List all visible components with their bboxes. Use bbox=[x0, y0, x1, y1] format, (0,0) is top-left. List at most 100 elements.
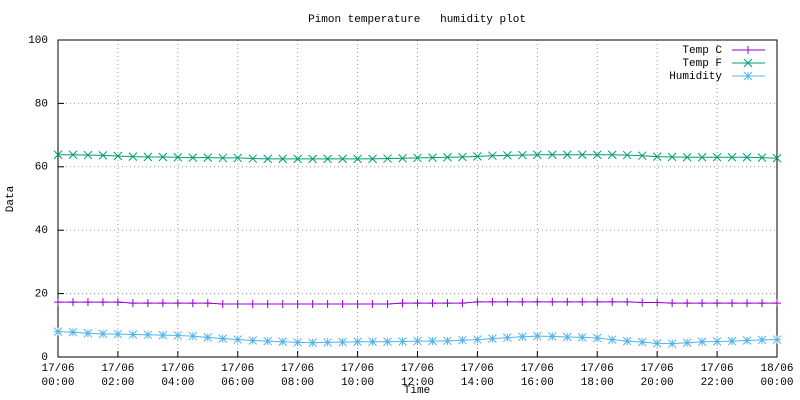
data-point bbox=[577, 332, 587, 342]
data-point bbox=[203, 299, 212, 308]
data-point bbox=[503, 333, 512, 343]
data-point bbox=[188, 331, 198, 341]
y-tick-label: 40 bbox=[35, 225, 48, 237]
data-point bbox=[233, 300, 242, 309]
x-tick-label: 17/06 12:00 bbox=[400, 363, 434, 389]
legend-label: Temp C bbox=[682, 45, 722, 57]
data-point bbox=[562, 332, 572, 342]
x-tick-label: 17/06 22:00 bbox=[700, 363, 734, 389]
data-point bbox=[203, 332, 213, 342]
x-tick-label: 17/06 04:00 bbox=[161, 363, 195, 389]
data-point bbox=[712, 152, 722, 162]
data-point bbox=[638, 298, 647, 307]
data-point bbox=[697, 337, 707, 347]
y-axis-label: Data bbox=[5, 185, 17, 212]
data-point bbox=[503, 151, 512, 160]
data-point bbox=[278, 337, 288, 347]
data-point bbox=[428, 299, 437, 308]
y-tick-label: 80 bbox=[35, 98, 48, 110]
data-point bbox=[293, 338, 303, 347]
data-point bbox=[428, 153, 437, 162]
x-tick-label: 17/06 10:00 bbox=[341, 363, 375, 389]
x-tick-label: 17/06 18:00 bbox=[580, 363, 614, 389]
data-point bbox=[68, 298, 77, 307]
data-point bbox=[473, 151, 482, 161]
data-point bbox=[652, 339, 662, 348]
data-point bbox=[758, 299, 767, 308]
data-point bbox=[398, 153, 407, 163]
data-point bbox=[98, 329, 108, 339]
data-point bbox=[533, 297, 542, 306]
data-point bbox=[458, 152, 467, 162]
data-point bbox=[563, 297, 572, 306]
data-point bbox=[158, 330, 168, 340]
data-point bbox=[622, 150, 632, 160]
y-tick-label: 60 bbox=[35, 162, 48, 174]
data-point bbox=[54, 298, 62, 307]
data-point bbox=[518, 150, 527, 160]
data-point bbox=[113, 298, 122, 307]
data-point bbox=[173, 331, 183, 340]
data-point bbox=[263, 300, 272, 309]
data-point bbox=[608, 297, 617, 306]
x-tick-label: 17/06 14:00 bbox=[460, 363, 494, 389]
data-point bbox=[547, 332, 557, 341]
data-point bbox=[278, 154, 288, 164]
data-point bbox=[518, 297, 527, 306]
data-point bbox=[68, 327, 78, 337]
data-point bbox=[593, 297, 602, 306]
data-point bbox=[83, 328, 93, 338]
data-point bbox=[622, 336, 632, 346]
data-point bbox=[188, 153, 198, 162]
data-point bbox=[772, 335, 782, 344]
data-point bbox=[158, 152, 168, 162]
data-point bbox=[383, 154, 392, 163]
data-point bbox=[473, 297, 482, 306]
data-point bbox=[742, 336, 752, 345]
data-point bbox=[682, 152, 692, 162]
data-point bbox=[413, 153, 422, 163]
data-point bbox=[413, 299, 422, 308]
data-point bbox=[293, 300, 302, 309]
x-tick-label: 17/06 08:00 bbox=[281, 363, 315, 389]
y-tick-label: 0 bbox=[41, 352, 48, 364]
data-point bbox=[203, 153, 213, 162]
data-point bbox=[667, 339, 677, 349]
data-point bbox=[547, 150, 557, 160]
data-point bbox=[143, 152, 153, 162]
data-point bbox=[353, 337, 362, 347]
data-point bbox=[458, 299, 467, 308]
data-point bbox=[428, 336, 437, 346]
data-point bbox=[308, 300, 317, 309]
data-point bbox=[338, 300, 347, 309]
data-point bbox=[218, 300, 227, 309]
x-axis-label: Time bbox=[404, 385, 430, 397]
data-point bbox=[712, 337, 722, 346]
data-point bbox=[323, 300, 332, 309]
data-point bbox=[83, 298, 92, 307]
data-point bbox=[338, 154, 347, 164]
x-tick-label: 17/06 00:00 bbox=[41, 363, 75, 389]
y-tick-label: 100 bbox=[28, 35, 48, 47]
data-point bbox=[667, 152, 677, 162]
data-point bbox=[697, 152, 707, 162]
data-point bbox=[83, 150, 93, 160]
data-point bbox=[53, 150, 63, 160]
x-tick-label: 18/06 00:00 bbox=[760, 363, 794, 389]
data-point bbox=[682, 338, 692, 348]
data-point bbox=[263, 154, 273, 164]
data-point bbox=[532, 331, 542, 341]
data-point bbox=[218, 334, 228, 343]
data-point bbox=[143, 330, 153, 340]
data-point bbox=[383, 337, 392, 347]
data-point bbox=[653, 298, 662, 307]
data-point bbox=[173, 299, 182, 308]
data-point bbox=[113, 329, 123, 339]
data-point bbox=[68, 150, 78, 160]
data-point bbox=[128, 299, 137, 308]
data-point bbox=[592, 333, 602, 343]
data-point bbox=[592, 150, 602, 160]
data-point bbox=[668, 299, 677, 308]
data-point bbox=[623, 297, 632, 306]
